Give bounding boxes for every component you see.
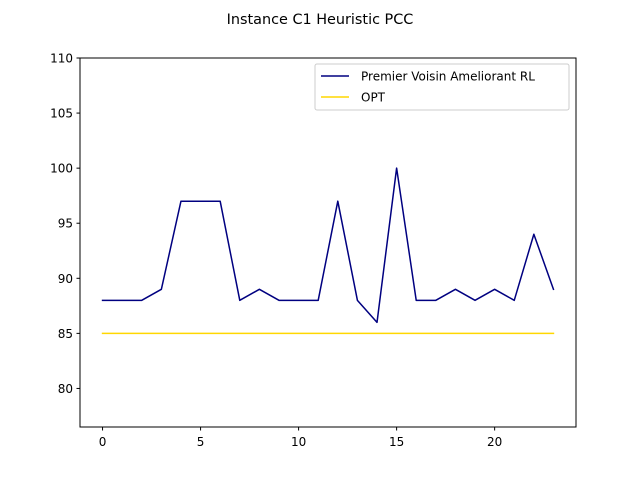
series-line-premier-voisin-ameliorant-rl	[101, 167, 555, 324]
y-tick-label: 110	[50, 52, 73, 66]
x-tick-label: 0	[99, 435, 107, 449]
x-tick-label: 10	[291, 435, 306, 449]
x-tick-label: 20	[487, 435, 502, 449]
y-tick-label: 95	[58, 217, 73, 231]
legend-label: OPT	[361, 91, 386, 105]
x-tick-label: 15	[389, 435, 404, 449]
plot-area: 80 85 90 95 100 105 110 0 5 10 15 20	[50, 52, 502, 450]
legend: Premier Voisin Ameliorant RL OPT	[314, 63, 570, 111]
series-lines	[101, 167, 555, 335]
y-tick-label: 100	[50, 162, 73, 176]
y-tick-label: 85	[58, 327, 73, 341]
legend-box	[314, 63, 570, 111]
y-tick-label: 90	[58, 272, 73, 286]
x-tick-label: 5	[197, 435, 205, 449]
y-tick-label: 80	[58, 382, 73, 396]
y-tick-label: 105	[50, 107, 73, 121]
axes-frame	[79, 57, 577, 428]
chart-title: Instance C1 Heuristic PCC	[227, 12, 414, 28]
legend-label: Premier Voisin Ameliorant RL	[361, 70, 535, 84]
